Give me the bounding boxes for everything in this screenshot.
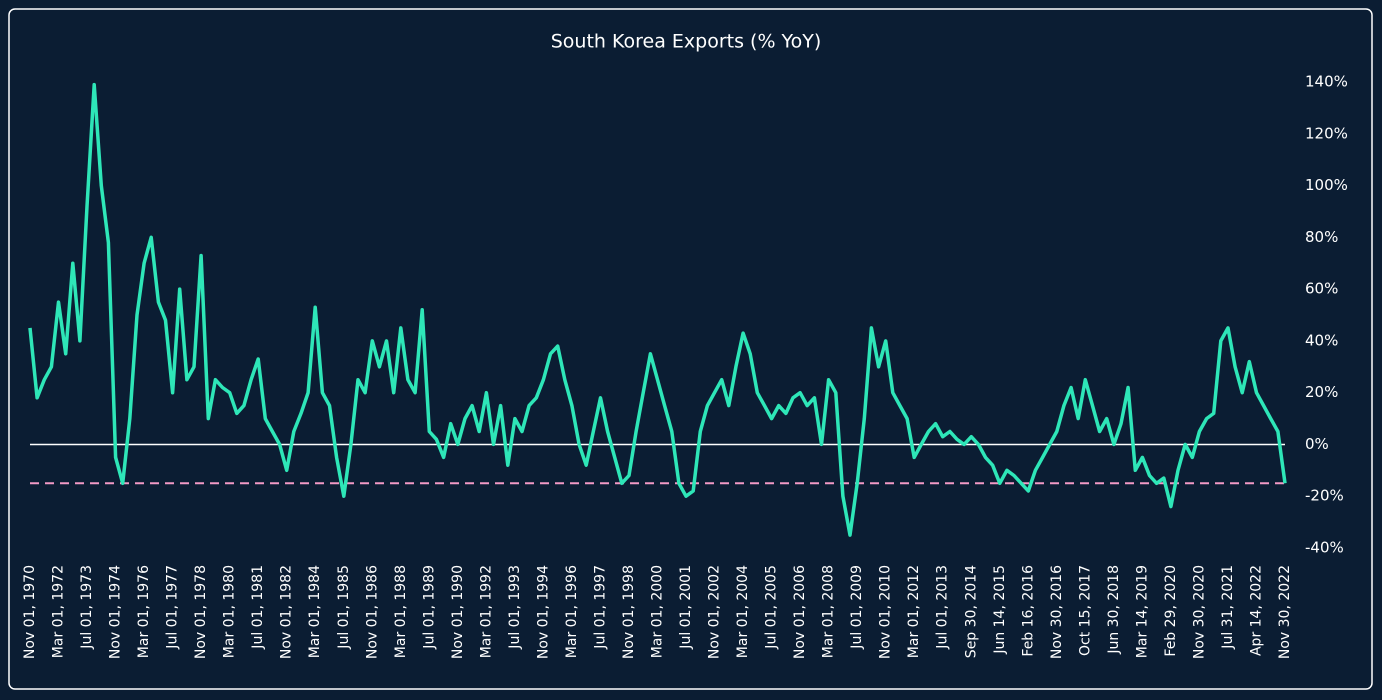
x-tick-label: Mar 01, 2004 (735, 565, 751, 658)
x-tick-label: Jul 01, 1997 (592, 565, 608, 650)
x-tick-label: Mar 01, 1976 (136, 565, 152, 658)
x-tick-label: Mar 01, 2012 (906, 565, 922, 658)
y-tick-label: 120% (1305, 124, 1348, 142)
x-tick-label: Mar 14, 2019 (1134, 565, 1150, 658)
x-tick-label: Feb 16, 2016 (1020, 565, 1036, 657)
x-tick-label: Nov 01, 1994 (535, 565, 551, 659)
x-tick-label: Mar 01, 2008 (821, 565, 837, 658)
y-tick-label: 40% (1305, 331, 1338, 349)
x-tick-label: Jul 01, 1989 (421, 565, 437, 650)
x-tick-label: Mar 01, 1984 (307, 565, 323, 658)
x-tick-label: Nov 01, 1974 (108, 565, 124, 659)
x-tick-label: Jul 01, 2005 (764, 565, 780, 650)
x-tick-label: Sep 30, 2014 (963, 565, 979, 658)
x-tick-label: Nov 30, 2020 (1191, 565, 1207, 659)
frame (8, 8, 1373, 690)
x-tick-label: Mar 01, 1988 (393, 565, 409, 658)
x-tick-label: Jul 31, 2021 (1220, 565, 1236, 650)
x-tick-label: Nov 30, 2022 (1277, 565, 1293, 659)
x-tick-label: Mar 01, 1980 (222, 565, 238, 658)
x-tick-label: Jul 01, 2001 (678, 565, 694, 650)
x-tick-label: Nov 01, 1978 (193, 565, 209, 659)
y-tick-label: 100% (1305, 176, 1348, 194)
x-tick-label: Nov 30, 2016 (1049, 565, 1065, 659)
y-tick-label: 60% (1305, 280, 1338, 298)
y-tick-label: -20% (1305, 487, 1344, 505)
y-tick-label: 140% (1305, 73, 1348, 91)
x-tick-label: Jul 01, 2009 (849, 565, 865, 650)
x-tick-label: Nov 01, 2006 (792, 565, 808, 659)
x-tick-label: Jul 01, 1977 (165, 565, 181, 650)
x-tick-label: Mar 01, 1996 (564, 565, 580, 658)
x-tick-label: Nov 01, 1982 (279, 565, 295, 659)
x-tick-label: Jul 01, 1981 (250, 565, 266, 650)
x-tick-label: Nov 01, 2002 (707, 565, 723, 659)
y-tick-label: -40% (1305, 539, 1344, 557)
x-tick-label: Jul 01, 1973 (79, 565, 95, 650)
x-tick-label: Jun 30, 2018 (1106, 565, 1122, 655)
x-tick-label: Jul 01, 1993 (507, 565, 523, 650)
x-tick-label: Oct 15, 2017 (1077, 565, 1093, 656)
x-tick-label: Mar 01, 2000 (650, 565, 666, 658)
x-tick-label: Mar 01, 1972 (51, 565, 67, 658)
x-tick-label: Nov 01, 1998 (621, 565, 637, 659)
x-tick-label: Apr 14, 2022 (1248, 565, 1264, 656)
x-tick-label: Nov 01, 1990 (450, 565, 466, 659)
y-tick-label: 20% (1305, 383, 1338, 401)
x-tick-label: Feb 29, 2020 (1163, 565, 1179, 657)
x-tick-label: Nov 01, 1970 (22, 565, 38, 659)
x-tick-label: Nov 01, 2010 (878, 565, 894, 659)
data-line (28, 82, 1287, 537)
x-tick-label: Mar 01, 1992 (478, 565, 494, 658)
chart-title: South Korea Exports (% YoY) (551, 31, 822, 53)
x-tick-label: Nov 01, 1986 (364, 565, 380, 659)
x-tick-label: Jun 14, 2015 (992, 565, 1008, 655)
y-tick-label: 0% (1305, 435, 1329, 453)
x-tick-label: Jul 01, 1985 (336, 565, 352, 650)
x-tick-label: Jul 01, 2013 (935, 565, 951, 650)
y-tick-label: 80% (1305, 228, 1338, 246)
